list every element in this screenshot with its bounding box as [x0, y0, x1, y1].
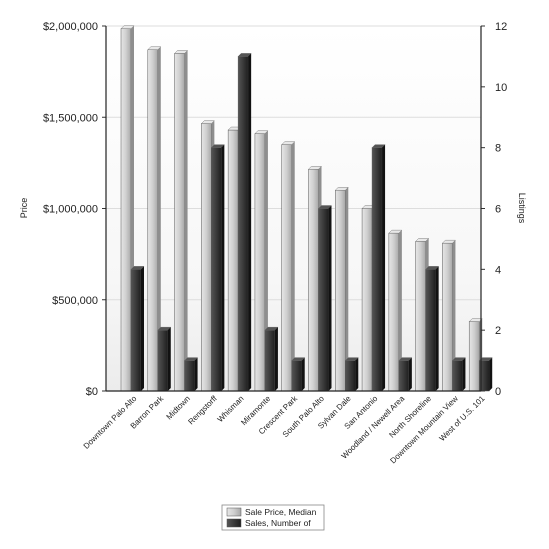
y2-axis-title: Listings [517, 193, 527, 224]
bar-side [301, 357, 305, 391]
bar-sales-count [291, 357, 306, 392]
bar-side [291, 141, 295, 391]
bar-side [345, 187, 349, 391]
bar-face [398, 360, 410, 392]
legend-swatch [226, 518, 242, 528]
bar-face [452, 360, 463, 392]
bar-face [345, 360, 356, 392]
y-tick-label: $0 [86, 386, 98, 398]
bar-face [254, 133, 266, 392]
bar-face [318, 208, 329, 392]
bar-face [425, 269, 436, 392]
bar-sales-count [184, 357, 199, 392]
y-tick-label: $500,000 [52, 295, 98, 307]
y2-tick-label: 0 [495, 386, 501, 398]
bar-face [201, 123, 212, 392]
bar-face [264, 329, 276, 392]
bar-sales-count [398, 357, 413, 392]
bar-side [452, 240, 456, 391]
bar-side [408, 357, 412, 391]
y-axis-title: Price [19, 198, 29, 219]
bar-side [398, 230, 402, 391]
y2-tick-label: 12 [495, 21, 507, 33]
legend-label: Sales, Number of [245, 518, 311, 528]
bar-face [468, 321, 480, 392]
bar-side [194, 357, 198, 391]
bar-sales-count [130, 266, 145, 392]
bar-face [388, 232, 400, 392]
bar-side [184, 50, 188, 391]
legend-label: Sale Price, Median [245, 507, 317, 517]
y2-tick-label: 4 [495, 264, 501, 276]
bar-sales-count [371, 144, 386, 392]
bar-face [211, 147, 222, 392]
x-tick-label: West of U.S. 101 [438, 394, 487, 443]
y-tick-label: $1,500,000 [43, 112, 98, 124]
y-tick-label: $1,000,000 [43, 204, 98, 216]
bar-face [415, 241, 426, 392]
bar-sales-count [264, 326, 279, 392]
bar-sale-price [174, 50, 189, 392]
bar-sales-count [318, 205, 332, 392]
bar-side [167, 327, 171, 391]
x-tick-label: Rengstorff [186, 394, 219, 427]
bar-side [382, 144, 386, 391]
bar-face [361, 208, 373, 392]
bar-sales-count [425, 266, 440, 392]
bar-face [281, 144, 292, 392]
bar-side [355, 357, 359, 391]
bar-face [291, 360, 302, 392]
bar-side [489, 357, 493, 391]
bar-side [248, 53, 252, 392]
bar-face [371, 147, 383, 392]
y2-tick-label: 6 [495, 204, 501, 216]
y-tick-label: $2,000,000 [43, 21, 98, 33]
bar-face [335, 190, 346, 392]
bar-face [184, 360, 195, 392]
bar-face [157, 329, 169, 392]
bar-side [264, 130, 268, 392]
bar-face [174, 53, 185, 392]
bar-side [141, 266, 144, 391]
bar-face [227, 129, 239, 392]
bar-face [237, 56, 249, 392]
bar-side [221, 144, 225, 391]
bar-side [328, 205, 332, 391]
bar-sale-price [281, 141, 296, 392]
y2-tick-label: 2 [495, 325, 501, 337]
bar-face [308, 169, 319, 392]
bar-side [462, 357, 466, 391]
bar-face [442, 242, 453, 392]
bar-face [147, 49, 159, 392]
y2-tick-label: 8 [495, 143, 501, 155]
bar-sales-count [237, 53, 252, 392]
bar-face [120, 28, 132, 392]
bars [120, 25, 493, 392]
bar-sales-count [344, 357, 359, 392]
bar-sales-count [451, 357, 466, 392]
bar-sales-count [210, 144, 225, 392]
bar-side [274, 327, 278, 391]
bar-sales-count [157, 326, 172, 392]
bar-side [157, 46, 161, 391]
bar-side [435, 266, 439, 391]
bar-sale-price [147, 46, 162, 392]
legend-swatch [226, 507, 242, 517]
y2-tick-label: 10 [495, 82, 507, 94]
bar-face [130, 269, 142, 392]
